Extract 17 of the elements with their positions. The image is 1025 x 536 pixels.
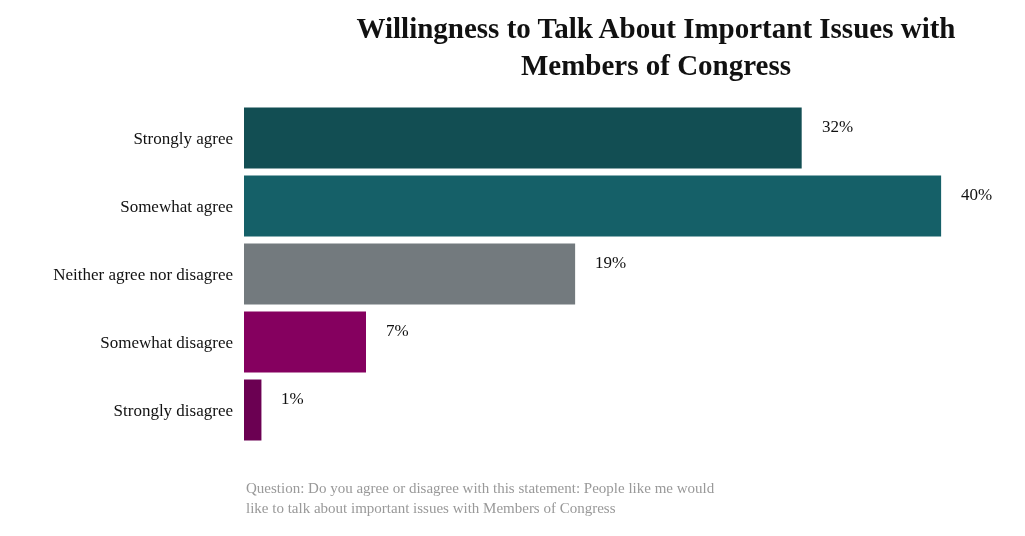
bar bbox=[244, 311, 366, 373]
y-tick-label: Strongly disagree bbox=[113, 400, 233, 420]
chart-title: Willingness to Talk About Important Issues with Members of Congress bbox=[356, 11, 956, 82]
bar bbox=[244, 243, 576, 305]
data-label: 7% bbox=[386, 321, 409, 340]
y-tick-label: Somewhat disagree bbox=[100, 332, 233, 352]
text: Question: Do you agree or disagree with this statement: People like me would like to talk about important issues with Members of Congress bbox=[246, 480, 715, 516]
data-label: 32% bbox=[822, 117, 854, 136]
y-tick-label: Neither agree nor disagree bbox=[53, 264, 233, 284]
y-tick-label: Strongly agree bbox=[133, 128, 233, 148]
bar bbox=[244, 175, 942, 237]
data-label: 40% bbox=[961, 185, 993, 204]
data-label: 19% bbox=[595, 253, 627, 272]
y-tick-label: Somewhat agree bbox=[120, 196, 233, 216]
data-label: 1% bbox=[281, 389, 304, 408]
bar bbox=[244, 379, 262, 441]
bar bbox=[244, 107, 802, 169]
